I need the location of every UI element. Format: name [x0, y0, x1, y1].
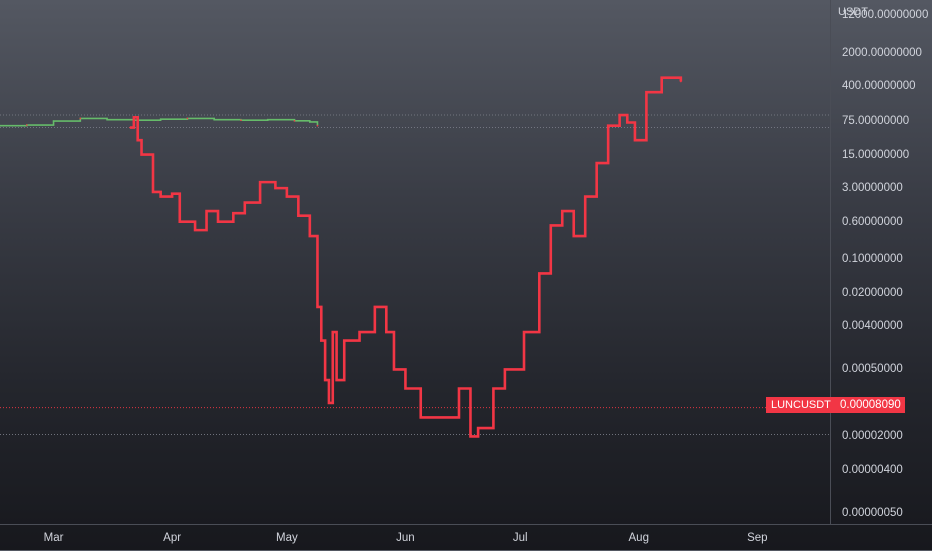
y-tick-label: 0.00000400 — [842, 464, 903, 477]
y-tick-label: 75.00000000 — [842, 115, 910, 128]
y-tick-label: 0.00002000 — [842, 430, 903, 443]
price-unit-label: USDT — [838, 6, 868, 18]
series-0-point-9 — [240, 119, 242, 122]
series-0-point-7 — [186, 117, 189, 120]
y-tick-label: 0.00000050 — [842, 507, 903, 520]
x-tick-label: Mar — [43, 532, 64, 544]
y-tick-label: 12000.00000000 — [842, 9, 929, 22]
series-1-point-38 — [538, 272, 541, 275]
y-tick-label: 15.00000000 — [842, 148, 910, 161]
y-tick-label: 3.00000000 — [842, 182, 903, 195]
series-1-point-12 — [243, 201, 246, 204]
series-1-point-3 — [140, 153, 143, 156]
series-1-point-49 — [660, 76, 663, 79]
x-tick-label: Jun — [396, 532, 415, 544]
y-tick-label: 0.10000000 — [842, 253, 903, 265]
series-1-point-22 — [331, 331, 334, 333]
symbol-badge: LUNCUSDT — [766, 397, 836, 413]
x-tick-label: Jul — [512, 532, 528, 544]
series-0-point-13 — [316, 124, 319, 127]
series-1-point-40 — [561, 210, 564, 212]
series-0-point-11 — [293, 119, 296, 122]
series-0-point-8 — [213, 118, 215, 121]
series-1-point-45 — [618, 114, 621, 116]
series-1-point-50 — [672, 76, 674, 79]
series-1-point-10 — [217, 220, 219, 223]
series-1-point-37 — [523, 331, 525, 333]
series-1-point-15 — [286, 195, 288, 198]
series-1-point-47 — [634, 139, 636, 141]
series-1-point-33 — [469, 435, 472, 438]
series-1-point-48 — [645, 91, 648, 93]
series-1-point-11 — [232, 212, 235, 215]
series-1-point-36 — [504, 368, 506, 371]
price-axis[interactable] — [830, 0, 932, 524]
x-tick-label: May — [275, 532, 298, 544]
x-tick-label: Apr — [163, 532, 182, 544]
series-1-point-42 — [584, 195, 587, 198]
series-1-point-28 — [393, 368, 395, 371]
y-tick-label: 0.00050000 — [842, 363, 903, 376]
series-line-1 — [130, 76, 683, 438]
series-0-point-1 — [25, 124, 28, 126]
series-1-point-9 — [205, 210, 208, 212]
y-tick-label: 0.60000000 — [842, 215, 903, 228]
series-1-point-18 — [316, 306, 319, 308]
y-tick-label: 400.00000000 — [842, 80, 916, 93]
x-tick-label: Aug — [628, 532, 649, 544]
y-tick-label: 0.00400000 — [842, 320, 903, 333]
series-0-point-10 — [266, 118, 269, 121]
time-axis[interactable] — [0, 524, 932, 551]
series-1-point-51 — [680, 80, 682, 83]
series-0-point-3 — [79, 117, 82, 120]
series-1-point-21 — [328, 402, 330, 404]
series-1-point-6 — [171, 192, 173, 195]
last-price-badge: 0.00008090 — [836, 397, 905, 413]
series-1-point-17 — [309, 235, 311, 237]
y-tick-label: 2000.00000000 — [842, 46, 922, 59]
horizontal-lines — [0, 114, 830, 435]
price-chart[interactable] — [0, 0, 832, 525]
y-tick-label: 0.02000000 — [842, 286, 903, 299]
x-tick-label: Sep — [747, 532, 768, 544]
series-1-point-30 — [419, 416, 422, 419]
series-1-point-20 — [324, 379, 326, 381]
series-1-point-32 — [458, 387, 460, 390]
series-0-point-2 — [52, 120, 55, 122]
series-0-point-12 — [309, 121, 311, 123]
series-line-0 — [0, 117, 319, 127]
series-1-point-14 — [274, 187, 277, 189]
series-1-point-7 — [178, 220, 181, 223]
series-1-point-2 — [136, 139, 139, 141]
series-1-point-25 — [358, 331, 361, 333]
series-1-point-31 — [439, 416, 441, 419]
series-1-point-26 — [374, 306, 376, 308]
series-0-point-4 — [106, 118, 108, 121]
series-1-point-4 — [152, 191, 154, 193]
series-1-point-29 — [404, 387, 407, 390]
series-1-point-27 — [385, 331, 388, 333]
series-1-point-0 — [129, 126, 131, 129]
series-1-point-1 — [133, 116, 135, 119]
series-1-point-16 — [297, 214, 300, 217]
series-1-point-34 — [477, 427, 479, 429]
series-1-point-5 — [159, 195, 162, 198]
series-1-point-39 — [549, 224, 552, 227]
series-1-point-8 — [194, 229, 196, 231]
series-1-point-19 — [320, 339, 323, 342]
series-1-point-43 — [595, 162, 598, 164]
series-1-point-41 — [572, 235, 575, 237]
series-1-point-46 — [626, 121, 629, 124]
series-1-point-44 — [607, 124, 609, 127]
series-1-point-35 — [492, 387, 495, 390]
series-0-point-0 — [0, 124, 1, 127]
price-series-layer — [0, 76, 683, 438]
series-1-point-24 — [343, 339, 346, 342]
series-1-point-23 — [335, 379, 338, 381]
series-0-point-6 — [159, 118, 162, 120]
series-1-point-13 — [259, 181, 261, 183]
